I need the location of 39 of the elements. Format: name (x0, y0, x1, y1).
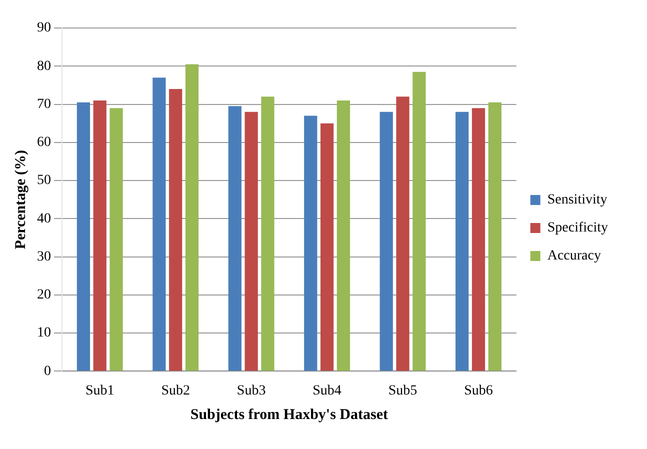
y-tick-label: 10 (37, 326, 51, 341)
bar (93, 100, 106, 371)
x-tick-label: Sub6 (464, 383, 493, 398)
bar (304, 116, 318, 371)
legend-label: Sensitivity (547, 192, 608, 208)
y-tick-label: 50 (37, 173, 51, 188)
y-tick-label: 90 (37, 20, 51, 36)
x-tick-label: Sub1 (85, 383, 114, 398)
y-tick-label: 60 (37, 135, 51, 150)
bar (185, 64, 199, 371)
bar (336, 100, 350, 371)
bar (110, 108, 123, 371)
bar (380, 112, 393, 371)
x-axis-title: Subjects from Haxby's Dataset (190, 406, 388, 423)
x-tick-label: Sub4 (312, 383, 342, 398)
bar (76, 102, 90, 371)
bar (169, 89, 182, 371)
x-tick-label: Sub2 (161, 383, 190, 398)
x-tick-label: Sub5 (388, 383, 418, 398)
y-tick-label: 70 (37, 96, 51, 112)
bar (396, 96, 410, 371)
bar (472, 108, 486, 371)
y-tick-label: 80 (37, 58, 51, 74)
y-tick-label: 20 (37, 288, 51, 303)
bar (228, 106, 242, 371)
bar (244, 112, 258, 371)
bar (152, 78, 166, 371)
legend-label: Accuracy (547, 248, 601, 264)
y-tick-label: 0 (44, 364, 51, 379)
legend-label: Specificity (547, 220, 608, 236)
y-tick-label: 40 (37, 211, 51, 226)
y-tick-label: 30 (37, 249, 51, 264)
bar (488, 102, 502, 371)
bar (412, 72, 426, 371)
bar (261, 96, 274, 371)
y-axis-title: Percentage (%) (12, 150, 29, 250)
bar (456, 112, 469, 371)
x-tick-label: Sub3 (236, 383, 266, 398)
bar (320, 123, 334, 371)
